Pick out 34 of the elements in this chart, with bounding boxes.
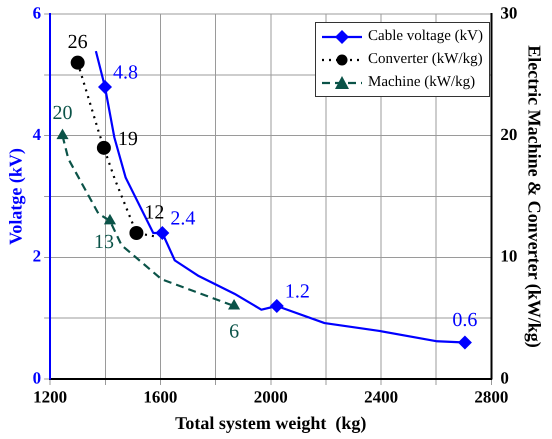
- y-tick-label: 2: [32, 246, 42, 266]
- x-tick-label: 1600: [143, 388, 178, 407]
- x-tick-label: 2400: [364, 388, 398, 407]
- point: [228, 299, 240, 310]
- data-label: 2.4: [170, 207, 196, 230]
- y2-tick-label: 0: [500, 368, 509, 388]
- data-label: 0.6: [452, 308, 478, 331]
- x-tick-label: 1200: [33, 388, 68, 407]
- y-tick-label: 4: [32, 125, 42, 144]
- y-tick-label: 0: [32, 368, 42, 388]
- point: [129, 226, 144, 240]
- y2-tick-label: 30: [500, 3, 518, 22]
- point: [70, 56, 85, 70]
- y2-axis-title: Electric Machine & Converter (kW/kg): [524, 45, 545, 348]
- x-axis-title: Total system weight (kg): [175, 412, 366, 433]
- legend-label: Machine (kW/kg): [368, 74, 476, 91]
- y2-tick-label: 10: [500, 246, 518, 266]
- point: [104, 214, 116, 224]
- legend-label: Cable voltage (kV): [368, 28, 483, 45]
- data-label: 4.8: [112, 61, 138, 84]
- data-label: 26: [68, 30, 88, 53]
- x-tick-label: 2000: [254, 388, 288, 407]
- y-axis-title: Volatge (kV): [5, 148, 26, 245]
- y-tick-label: 6: [32, 3, 42, 22]
- data-label: 12: [144, 201, 164, 224]
- y2-tick-label: 20: [500, 125, 518, 144]
- legend-label: Converter (kW/kg): [368, 51, 483, 68]
- data-label: 1.2: [284, 280, 310, 302]
- data-label: 13: [94, 231, 114, 254]
- x-tick-label: 2800: [474, 388, 508, 407]
- data-label: 19: [118, 128, 138, 150]
- point: [96, 140, 111, 155]
- data-label: 6: [229, 320, 240, 342]
- data-label: 20: [52, 102, 73, 124]
